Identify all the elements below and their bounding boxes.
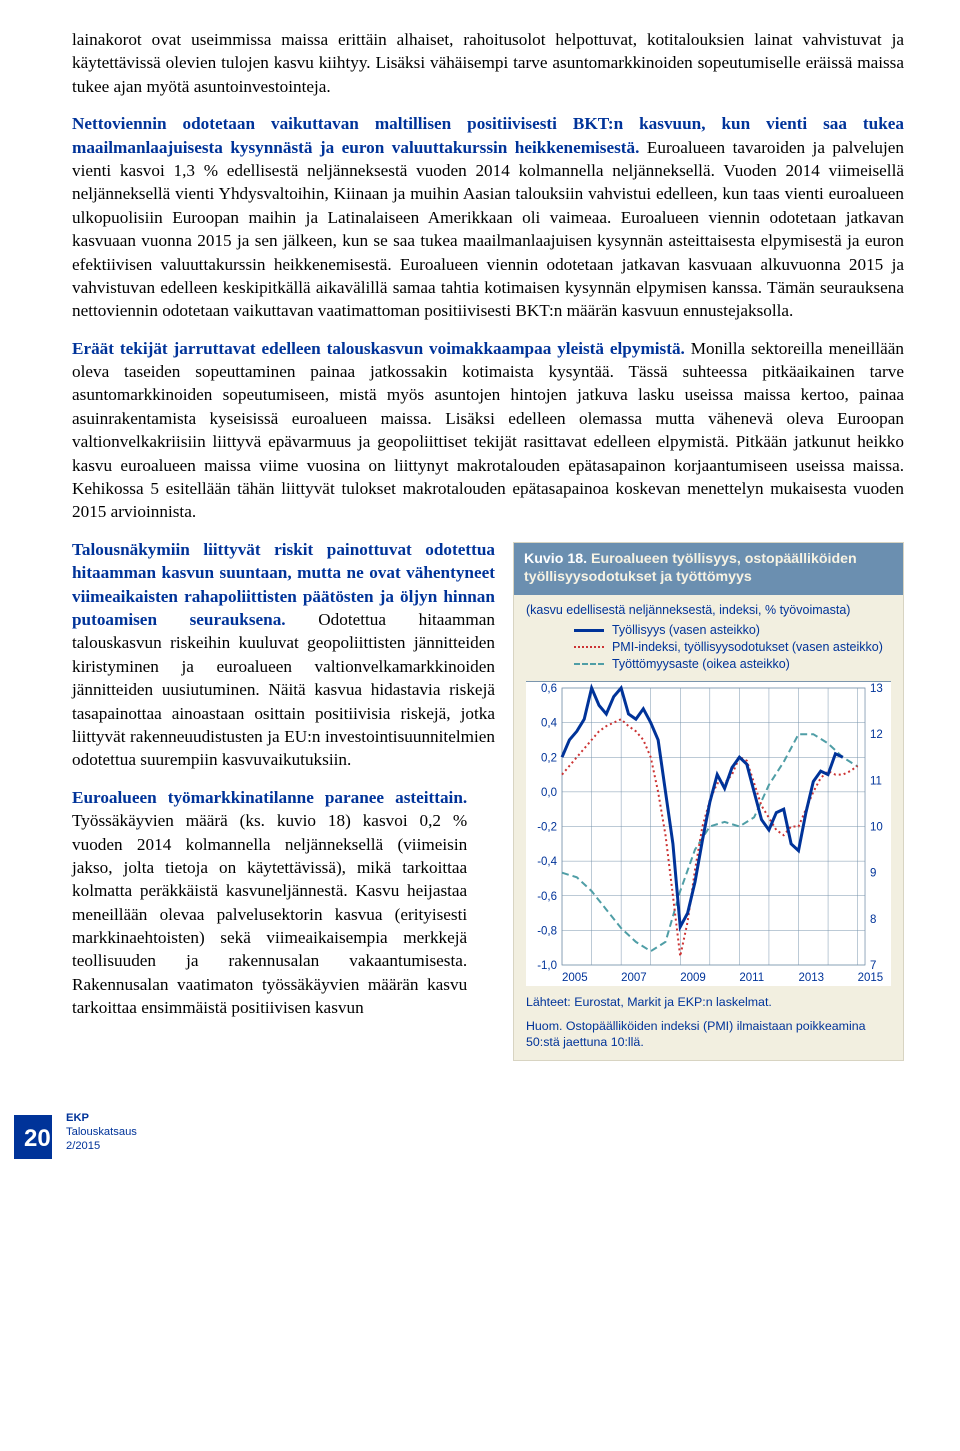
- chart-note: Huom. Ostopäälliköiden indeksi (PMI) ilm…: [526, 1018, 891, 1050]
- svg-text:-1,0: -1,0: [537, 960, 557, 972]
- svg-text:2011: 2011: [739, 972, 764, 984]
- legend-swatch-2: [574, 646, 604, 648]
- p5-lead: Euroalueen työmarkkinatilanne paranee as…: [72, 788, 467, 807]
- chart-legend: Työllisyys (vasen asteikko) PMI-indeksi,…: [574, 622, 891, 673]
- page-footer: 20 EKP Talouskatsaus 2/2015: [72, 1095, 904, 1151]
- chart-box: Kuvio 18. Euroalueen työllisyys, ostopää…: [513, 542, 904, 1061]
- chart-subtitle: (kasvu edellisestä neljänneksestä, indek…: [526, 603, 891, 617]
- footer-l3: 2/2015: [66, 1139, 137, 1153]
- svg-text:8: 8: [870, 914, 876, 926]
- chart-title: Kuvio 18. Euroalueen työllisyys, ostopää…: [514, 543, 903, 595]
- legend-swatch-1: [574, 629, 604, 632]
- p4-rest: Odotettua hitaamman talouskasvun riskeih…: [72, 610, 495, 769]
- svg-text:0,2: 0,2: [541, 752, 557, 764]
- p2-rest: Euroalueen tavaroiden ja palvelujen vien…: [72, 138, 904, 321]
- svg-text:2013: 2013: [798, 972, 824, 984]
- svg-text:2007: 2007: [621, 972, 647, 984]
- footer-label: EKP Talouskatsaus 2/2015: [66, 1111, 137, 1153]
- svg-text:10: 10: [870, 821, 883, 833]
- svg-text:-0,8: -0,8: [537, 925, 557, 937]
- svg-text:0,4: 0,4: [541, 717, 558, 729]
- footer-l1: EKP: [66, 1111, 137, 1125]
- p3-lead: Eräät tekijät jarruttavat edelleen talou…: [72, 339, 685, 358]
- svg-text:12: 12: [870, 729, 883, 741]
- svg-text:11: 11: [870, 775, 882, 787]
- footer-l2: Talouskatsaus: [66, 1125, 137, 1139]
- chart-plot: 0,6 0,4 0,2 0,0 -0,2 -0,4 -0,6 -0,8 -1,0 13 12 11 10…: [526, 681, 891, 986]
- legend-label-1: Työllisyys (vasen asteikko): [612, 622, 760, 639]
- paragraph-1: lainakorot ovat useimmissa maissa erittä…: [72, 28, 904, 98]
- svg-text:0,0: 0,0: [541, 787, 557, 799]
- svg-text:-0,4: -0,4: [537, 856, 557, 868]
- svg-text:2005: 2005: [562, 972, 588, 984]
- legend-label-3: Työttömyysaste (oikea asteikko): [612, 656, 790, 673]
- svg-text:9: 9: [870, 867, 876, 879]
- p5-rest: Työssäkäyvien määrä (ks. kuvio 18) kasvo…: [72, 811, 467, 1017]
- page-number: 20: [14, 1115, 52, 1159]
- paragraph-5: Euroalueen työmarkkinatilanne paranee as…: [72, 786, 467, 1020]
- paragraph-3: Eräät tekijät jarruttavat edelleen talou…: [72, 337, 904, 524]
- legend-swatch-3: [574, 663, 604, 665]
- svg-text:-0,2: -0,2: [537, 821, 557, 833]
- paragraph-2: Nettoviennin odotetaan vaikuttavan malti…: [72, 112, 904, 323]
- svg-text:13: 13: [870, 683, 883, 695]
- svg-text:-0,6: -0,6: [537, 891, 557, 903]
- p3-rest: Monilla sektoreilla meneillään oleva tas…: [72, 339, 904, 522]
- chart-source: Lähteet: Eurostat, Markit ja EKP:n laske…: [526, 994, 891, 1010]
- svg-text:0,6: 0,6: [541, 683, 557, 695]
- svg-text:7: 7: [870, 960, 876, 972]
- chart-title-a: Kuvio 18.: [524, 551, 587, 567]
- svg-text:2009: 2009: [680, 972, 706, 984]
- svg-text:2015: 2015: [858, 972, 884, 984]
- legend-label-2: PMI-indeksi, työllisyysodotukset (vasen …: [612, 639, 883, 656]
